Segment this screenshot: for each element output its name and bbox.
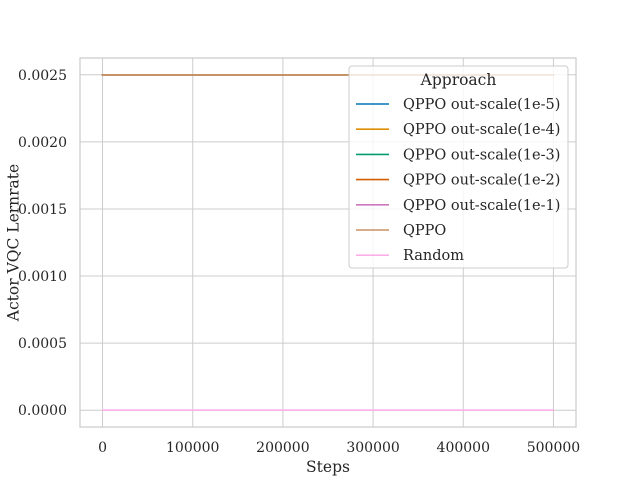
y-axis-label: Actor VQC Lernrate xyxy=(4,164,22,322)
y-tick-label: 0.0015 xyxy=(18,202,67,218)
y-tick-label: 0.0020 xyxy=(18,135,67,151)
y-tick-label: 0.0000 xyxy=(18,403,67,419)
legend-title: Approach xyxy=(420,71,497,89)
plot-frame xyxy=(79,57,577,428)
legend-label: QPPO out-scale(1e-2) xyxy=(403,173,560,189)
x-axis-ticks: 0 100000 200000 300000 400000 500000 xyxy=(98,440,580,456)
legend-entries: QPPO out-scale(1e-5) QPPO out-scale(1e-4)… xyxy=(356,97,560,264)
legend-label: QPPO out-scale(1e-4) xyxy=(403,122,560,138)
x-axis-label: Steps xyxy=(306,458,350,476)
legend-label: QPPO out-scale(1e-5) xyxy=(403,97,560,113)
legend-label: QPPO xyxy=(403,223,446,239)
y-tick-label: 0.0025 xyxy=(18,68,67,84)
legend-label: QPPO out-scale(1e-3) xyxy=(403,147,560,163)
x-tick-label: 400000 xyxy=(437,440,490,456)
legend-box xyxy=(348,65,569,269)
x-tick-label: 300000 xyxy=(346,440,399,456)
x-tick-label: 100000 xyxy=(166,440,219,456)
x-tick-label: 200000 xyxy=(256,440,309,456)
y-tick-label: 0.0005 xyxy=(18,336,67,352)
legend-label: QPPO out-scale(1e-1) xyxy=(403,198,560,214)
x-tick-label: 500000 xyxy=(527,440,580,456)
legend-label: Random xyxy=(403,248,464,264)
legend: Approach QPPO out-scale(1e-5)QPPO out-sc… xyxy=(348,65,569,269)
x-tick-label: 0 xyxy=(98,440,107,456)
y-tick-label: 0.0010 xyxy=(18,269,67,285)
y-axis-ticks: 0.0000 0.0005 0.0010 0.0015 0.0020 0.0025 xyxy=(18,68,67,419)
